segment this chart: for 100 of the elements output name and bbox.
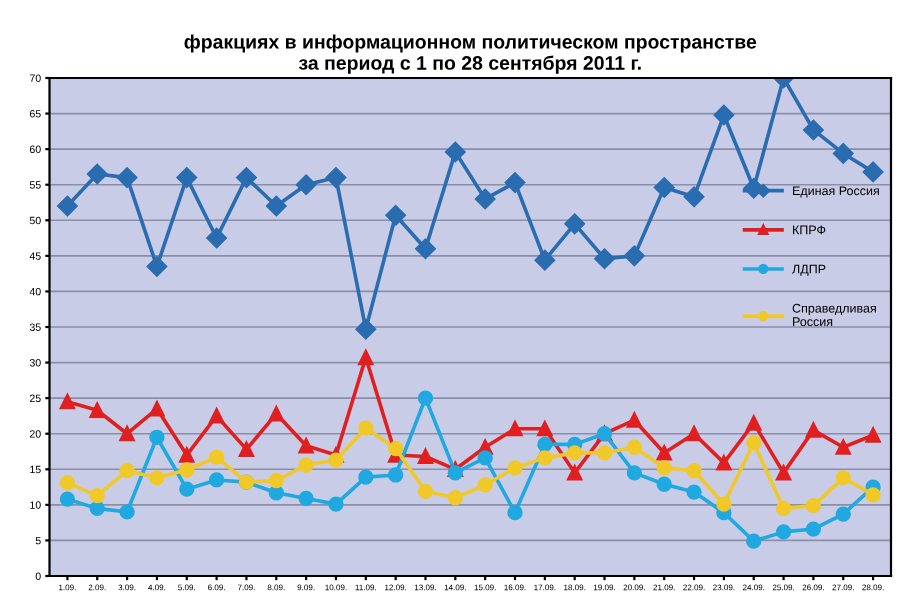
- point: [713, 104, 735, 126]
- point: [686, 426, 702, 442]
- point: [238, 441, 255, 458]
- point: [325, 167, 347, 188]
- point: [626, 439, 643, 455]
- point: [626, 465, 643, 481]
- point: [564, 213, 585, 235]
- point: [298, 438, 314, 454]
- point: [626, 412, 643, 428]
- point: [415, 238, 436, 259]
- point: [89, 500, 105, 517]
- point: [57, 195, 78, 217]
- point: [775, 524, 792, 540]
- point: [835, 470, 851, 486]
- point: [146, 256, 168, 277]
- point: [683, 186, 705, 208]
- point: [534, 249, 556, 271]
- point: [656, 460, 672, 476]
- point: [865, 487, 881, 503]
- point: [358, 349, 374, 366]
- point: [417, 448, 434, 465]
- point: [89, 402, 105, 418]
- point: [179, 462, 195, 478]
- point: [716, 455, 732, 471]
- point: [504, 172, 526, 193]
- point: [835, 506, 851, 522]
- point: [656, 445, 672, 461]
- point: [149, 470, 165, 486]
- point: [295, 174, 317, 195]
- point: [388, 441, 404, 457]
- point: [149, 429, 165, 445]
- point: [624, 245, 645, 267]
- point: [298, 457, 314, 473]
- point: [179, 481, 195, 497]
- point: [119, 426, 135, 442]
- point: [59, 491, 76, 507]
- point: [328, 452, 344, 468]
- point: [236, 167, 257, 188]
- chart-title: фракциях в информационном политическом пространстве за период с 1 по 28 сентября 2011 г.: [184, 34, 757, 74]
- point: [746, 533, 762, 549]
- point: [268, 473, 284, 489]
- point: [656, 476, 672, 492]
- point: [59, 394, 76, 410]
- point: [537, 421, 553, 437]
- point: [59, 475, 76, 491]
- point: [775, 500, 792, 517]
- point: [116, 167, 138, 188]
- point: [805, 497, 822, 514]
- point: [803, 119, 824, 141]
- point: [417, 483, 434, 499]
- point: [149, 401, 165, 417]
- point: [746, 415, 762, 431]
- point: [805, 422, 822, 438]
- point: [266, 195, 287, 217]
- point: [594, 248, 615, 269]
- point: [119, 504, 135, 520]
- point: [208, 472, 225, 488]
- point: [567, 465, 583, 481]
- point: [417, 390, 434, 406]
- point: [358, 420, 374, 436]
- point: [176, 167, 197, 188]
- point: [388, 467, 404, 483]
- point: [208, 408, 225, 424]
- point: [716, 496, 732, 512]
- point: [537, 436, 553, 453]
- point: [268, 406, 284, 422]
- point: [179, 447, 195, 463]
- point: [447, 465, 463, 481]
- point: [119, 463, 135, 479]
- point: [507, 460, 523, 476]
- point: [596, 445, 613, 461]
- point: [447, 490, 463, 506]
- point: [206, 227, 227, 249]
- point: [358, 469, 374, 485]
- point: [805, 521, 822, 537]
- point: [835, 439, 851, 455]
- point: [567, 445, 583, 461]
- point: [507, 421, 523, 437]
- point: [653, 177, 675, 198]
- point: [477, 450, 493, 466]
- point: [87, 163, 108, 185]
- point: [507, 505, 523, 521]
- point: [833, 143, 854, 164]
- point: [89, 487, 105, 504]
- point: [865, 427, 881, 443]
- point: [328, 496, 344, 512]
- point: [355, 318, 377, 340]
- point: [477, 477, 493, 493]
- point: [537, 450, 553, 466]
- point: [445, 141, 466, 163]
- point: [746, 435, 762, 451]
- point: [686, 484, 702, 500]
- point: [385, 205, 406, 226]
- point: [775, 465, 792, 481]
- point: [686, 463, 702, 479]
- point: [474, 188, 496, 210]
- point: [298, 490, 314, 507]
- point: [862, 161, 884, 183]
- point: [208, 449, 225, 465]
- point: [268, 485, 284, 501]
